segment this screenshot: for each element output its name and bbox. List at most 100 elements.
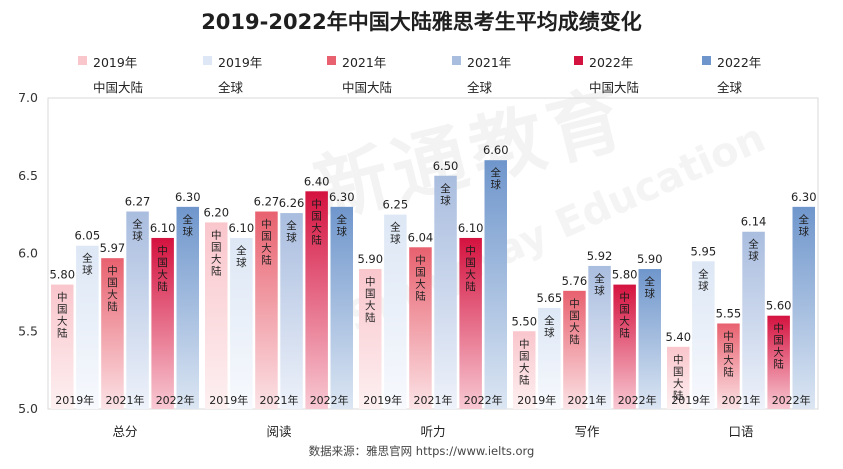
bar [667,346,690,409]
bar-region-label: 大 [211,252,222,265]
bar [563,290,586,409]
bar-region-label: 球 [286,231,297,244]
bar [434,175,457,409]
bar-region-label: 球 [132,230,143,243]
bar-region-label: 中 [773,322,784,335]
bar-value-label: 5.80 [49,268,75,282]
legend-swatch [78,56,87,65]
y-tick-label: 7.0 [18,90,38,105]
bar-region-label: 国 [519,350,530,362]
bar [409,247,432,409]
bar-region-label: 中 [261,218,272,231]
bar-region-label: 陆 [157,280,168,293]
legend-year: 2019年 [93,55,138,70]
legend-year: 2021年 [342,55,387,70]
bar-region-label: 全 [286,219,297,232]
bar-region-label: 全 [799,213,810,226]
bar-value-label: 6.27 [254,195,280,209]
y-tick-label: 5.0 [18,401,38,416]
bar-region-label: 陆 [57,327,68,340]
bar-region-label: 陆 [569,333,580,346]
x-category-label: 听力 [420,424,445,439]
bar-region-label: 中 [365,275,376,288]
bar-value-label: 5.55 [716,306,742,320]
bar [101,258,124,409]
bar-region-label: 大 [261,242,272,255]
bar [588,265,611,409]
plot-frame [47,97,819,410]
legend-region: 全球 [717,80,743,95]
bar-region-label: 陆 [311,233,322,246]
bar [692,261,715,409]
legend-region: 中国大陆 [93,80,144,95]
legend-swatch [452,56,461,65]
bar-region-label: 球 [544,326,555,339]
bar-year-label: 2022年 [618,393,657,407]
bar-value-label: 5.90 [637,252,663,266]
bar-region-label: 球 [390,233,401,246]
bar-region-label: 陆 [519,373,530,386]
y-tick-label: 6.5 [18,168,38,183]
bar-region-label: 球 [748,250,759,263]
bar-region-label: 大 [465,268,476,281]
bar-region-label: 球 [491,178,502,191]
bar-region-label: 陆 [211,264,222,277]
legend-year: 2021年 [467,55,512,70]
bar-value-label: 6.30 [329,190,355,204]
bar-region-label: 全 [390,221,401,234]
bar-region-label: 大 [773,346,784,359]
bar-value-label: 6.10 [458,221,484,235]
bar-region-label: 大 [673,377,684,390]
bar [230,237,253,409]
legend-region: 全球 [467,80,493,95]
bar-region-label: 球 [236,256,247,269]
bar-region-label: 大 [519,361,530,374]
x-category-label: 总分 [112,424,137,439]
bar-region-label: 国 [261,231,272,243]
bar-year-label: 2022年 [156,393,195,407]
bar-region-label: 中 [519,337,530,350]
bar-region-label: 国 [569,310,580,322]
x-category-label: 阅读 [266,424,291,439]
bar-region-label: 中 [619,291,630,304]
bar-region-label: 全 [491,166,502,179]
bar-region-label: 球 [82,264,93,277]
bar-region-label: 全 [594,272,605,285]
bar-region-label: 国 [723,342,734,354]
bar [205,222,228,409]
legend-swatch [702,56,711,65]
bar-region-label: 全 [132,218,143,231]
bar [51,284,74,409]
bar [280,213,303,409]
bar-region-label: 大 [107,288,118,301]
bar-region-label: 中 [311,197,322,210]
chart-title: 2019-2022年中国大陆雅思考生平均成绩变化 [201,10,642,34]
bar-region-label: 大 [311,221,322,234]
bar-year-label: 2021年 [106,393,145,407]
bar-value-label: 6.30 [791,190,817,204]
legend-region: 中国大陆 [589,80,640,95]
bar-region-label: 国 [57,304,68,316]
bar-region-label: 中 [157,244,168,257]
bar-region-label: 陆 [773,358,784,371]
bar-region-label: 球 [594,284,605,297]
bar [767,315,790,409]
bar-region-label: 中 [569,297,580,310]
bar-region-label: 球 [645,287,656,300]
bar-region-label: 球 [799,225,810,238]
bar-region-label: 国 [211,241,222,253]
bar-region-label: 中 [465,244,476,257]
bar-value-label: 5.95 [691,244,717,258]
bar-region-label: 陆 [365,311,376,324]
bar-region-label: 全 [337,213,348,226]
bar-value-label: 6.50 [433,159,459,173]
bar [538,307,561,409]
y-tick-label: 6.0 [18,246,38,261]
bar-year-label: 2019年 [55,393,94,407]
bar-value-label: 6.60 [483,143,509,157]
bar-region-label: 大 [723,353,734,366]
bar-value-label: 6.05 [75,229,101,243]
bar-region-label: 大 [619,315,630,328]
bar-region-label: 全 [698,267,709,280]
bar-region-label: 国 [365,288,376,300]
